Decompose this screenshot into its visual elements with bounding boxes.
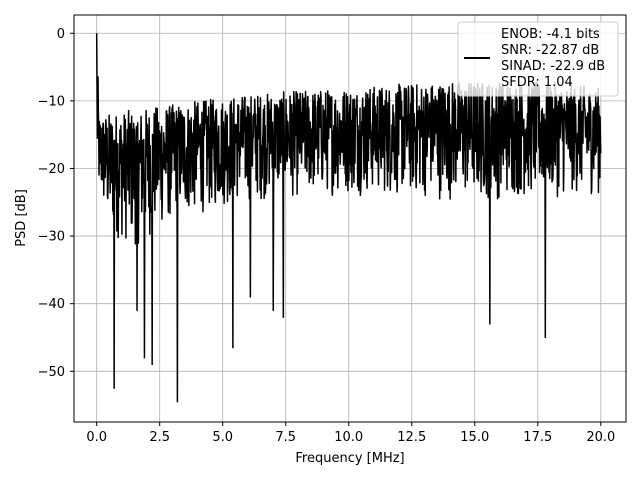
axes-frame bbox=[73, 14, 627, 423]
x-tick-label: 20.0 bbox=[586, 430, 615, 445]
legend-line-sfdr: SFDR: 1.04 bbox=[501, 75, 573, 90]
y-tick-label: −20 bbox=[38, 162, 65, 177]
y-tick-label: −50 bbox=[38, 365, 65, 380]
legend: ENOB: -4.1 bits SNR: -22.87 dB SINAD: -2… bbox=[457, 21, 619, 97]
x-tick-label: 17.5 bbox=[523, 430, 552, 445]
y-tick-label: −40 bbox=[38, 297, 65, 312]
x-tick-label: 12.5 bbox=[397, 430, 426, 445]
legend-line-enob: ENOB: -4.1 bits bbox=[501, 27, 600, 42]
x-tick-label: 7.5 bbox=[275, 430, 296, 445]
x-ticks: 0.0 2.5 5.0 7.5 10.0 12.5 15.0 17.5 20.0 bbox=[86, 422, 615, 445]
x-tick-label: 2.5 bbox=[149, 430, 170, 445]
x-tick-label: 5.0 bbox=[212, 430, 233, 445]
x-tick-label: 10.0 bbox=[334, 430, 363, 445]
legend-box bbox=[457, 21, 619, 97]
y-tick-label: −10 bbox=[38, 94, 65, 109]
x-tick-label: 15.0 bbox=[460, 430, 489, 445]
psd-series-line bbox=[95, 33, 602, 403]
plot-area bbox=[95, 33, 602, 403]
y-ticks: 0 −10 −20 −30 −40 −50 bbox=[38, 27, 74, 380]
y-tick-label: −30 bbox=[38, 230, 65, 245]
y-axis-label: PSD [dB] bbox=[14, 189, 29, 247]
x-axis-label: Frequency [MHz] bbox=[295, 451, 404, 466]
legend-line-sinad: SINAD: -22.9 dB bbox=[501, 59, 605, 74]
y-tick-label: 0 bbox=[57, 27, 65, 42]
legend-line-snr: SNR: -22.87 dB bbox=[501, 43, 599, 58]
x-tick-label: 0.0 bbox=[86, 430, 107, 445]
